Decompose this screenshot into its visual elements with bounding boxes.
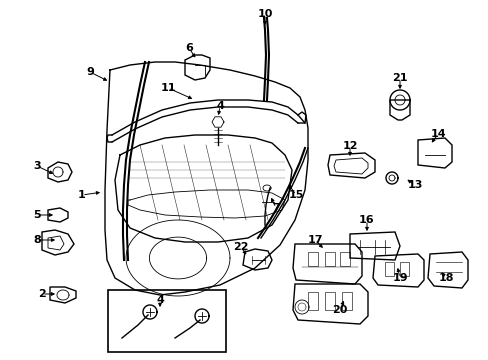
Text: 9: 9 (86, 67, 94, 77)
Text: 14: 14 (429, 129, 445, 139)
Bar (108, 290, 225, 352)
Text: 18: 18 (437, 273, 453, 283)
Text: 4: 4 (156, 295, 163, 305)
Text: 11: 11 (160, 83, 175, 93)
Text: 16: 16 (359, 215, 374, 225)
Text: 2: 2 (38, 289, 46, 299)
Text: 4: 4 (216, 101, 224, 111)
Bar (325, 252, 334, 266)
Bar (399, 262, 408, 276)
Text: 7: 7 (271, 203, 279, 213)
Text: 21: 21 (391, 73, 407, 83)
Bar (307, 252, 317, 266)
Text: 22: 22 (233, 242, 248, 252)
Bar (307, 292, 317, 310)
Text: 15: 15 (288, 190, 303, 200)
Bar (384, 262, 393, 276)
Text: 6: 6 (184, 43, 193, 53)
Text: 5: 5 (33, 210, 41, 220)
Text: 10: 10 (257, 9, 272, 19)
Bar (339, 252, 349, 266)
Text: 1: 1 (78, 190, 86, 200)
Text: 13: 13 (407, 180, 422, 190)
Text: 20: 20 (332, 305, 347, 315)
Bar (325, 292, 334, 310)
Text: 3: 3 (33, 161, 41, 171)
Text: 19: 19 (391, 273, 407, 283)
Bar (341, 292, 351, 310)
Text: 12: 12 (342, 141, 357, 151)
Text: 8: 8 (33, 235, 41, 245)
Text: 17: 17 (306, 235, 322, 245)
